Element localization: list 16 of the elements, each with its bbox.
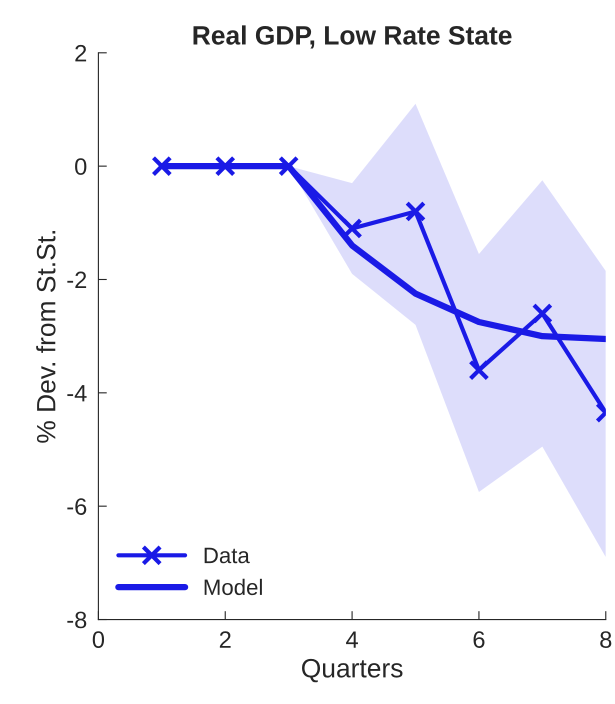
legend-label: Model xyxy=(204,578,262,596)
x-tick-label: 4 xyxy=(346,632,358,648)
y-tick-label: -2 xyxy=(67,272,86,288)
legend-label: Data xyxy=(204,548,250,564)
y-tick-label: 2 xyxy=(75,44,86,62)
x-tick-label: 2 xyxy=(220,631,231,648)
y-tick-label: 0 xyxy=(75,158,86,175)
x-tick-label: 0 xyxy=(92,631,104,648)
y-tick-label: -8 xyxy=(67,612,86,628)
x-tick-label: 8 xyxy=(600,631,612,648)
x-tick-label: 6 xyxy=(474,631,484,648)
y-tick-label: -4 xyxy=(67,385,87,402)
y-tick-label: -6 xyxy=(67,498,86,515)
y-axis-title: % Dev. from St.St. xyxy=(36,231,56,443)
x-axis-title: Quarters xyxy=(302,658,402,682)
chart-title: Real GDP, Low Rate State xyxy=(194,25,512,49)
